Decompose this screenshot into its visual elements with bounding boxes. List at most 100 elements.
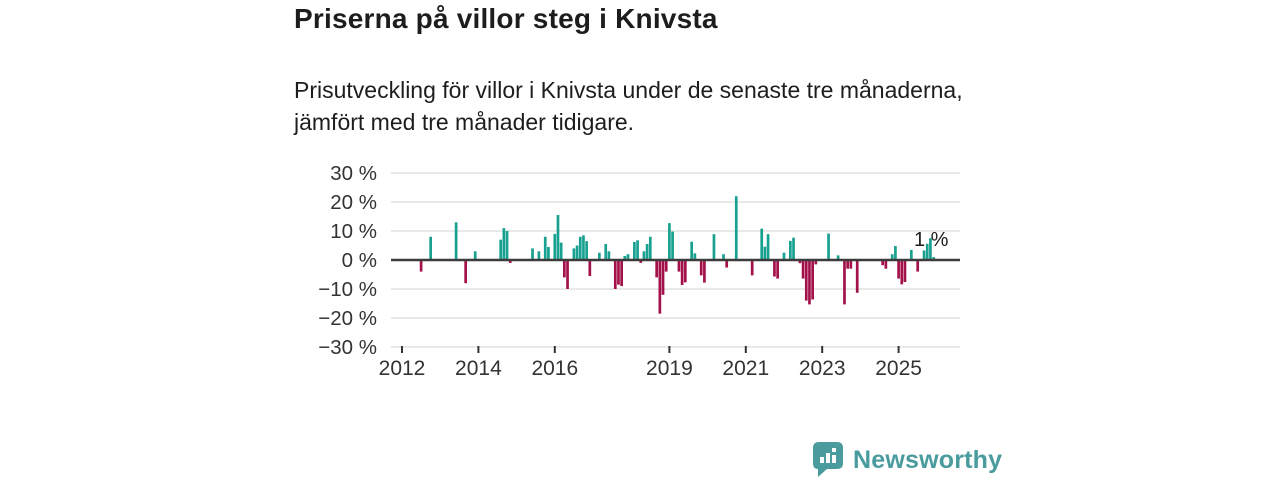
bar bbox=[502, 228, 506, 260]
bar bbox=[890, 254, 894, 260]
bar bbox=[454, 222, 458, 260]
bar bbox=[725, 260, 729, 268]
chart-title: Priserna på villor steg i Knivsta bbox=[294, 3, 718, 34]
bar bbox=[620, 260, 623, 287]
bar bbox=[836, 255, 840, 260]
newsworthy-logo: Newsworthy bbox=[813, 442, 1002, 478]
logo-exclamation-dot bbox=[832, 448, 836, 452]
y-axis-label: −20 % bbox=[318, 307, 377, 330]
bar bbox=[636, 240, 639, 260]
bar bbox=[703, 260, 706, 283]
x-axis-label: 2012 bbox=[379, 357, 426, 380]
bar bbox=[547, 246, 550, 260]
bar bbox=[750, 260, 754, 276]
chart-subtitle: Prisutveckling för villor i Knivsta unde… bbox=[294, 77, 963, 135]
bar bbox=[680, 260, 684, 285]
bar bbox=[722, 254, 725, 260]
y-axis-label: −30 % bbox=[318, 336, 377, 359]
bar bbox=[607, 251, 611, 260]
bar bbox=[808, 260, 811, 305]
bar bbox=[734, 196, 738, 260]
bar bbox=[578, 236, 582, 260]
bar bbox=[827, 233, 830, 260]
value-annotation: 1 % bbox=[914, 229, 949, 251]
bar bbox=[559, 242, 563, 260]
bar bbox=[846, 260, 850, 269]
logo-bar-2 bbox=[826, 453, 830, 463]
x-axis-label: 2016 bbox=[531, 357, 578, 380]
bar bbox=[626, 254, 630, 260]
bar bbox=[419, 260, 423, 272]
bar bbox=[582, 235, 585, 260]
x-axis-label: 2014 bbox=[455, 357, 502, 380]
bar bbox=[639, 260, 643, 263]
bar bbox=[801, 260, 805, 279]
x-axis-label: 2021 bbox=[722, 357, 769, 380]
bar bbox=[894, 246, 897, 260]
bar bbox=[655, 260, 659, 278]
bar bbox=[897, 260, 900, 279]
bar bbox=[773, 260, 776, 277]
y-axis-label: 10 % bbox=[330, 220, 377, 243]
bar bbox=[566, 260, 569, 289]
brand-name: Newsworthy bbox=[853, 445, 1003, 474]
bar bbox=[505, 231, 509, 260]
bar bbox=[881, 260, 885, 266]
bar bbox=[763, 246, 767, 260]
bar bbox=[562, 260, 566, 278]
bar bbox=[642, 251, 646, 260]
bar bbox=[588, 260, 592, 276]
bar bbox=[556, 215, 560, 260]
bar bbox=[789, 240, 792, 260]
bar bbox=[499, 239, 503, 260]
bar bbox=[849, 260, 853, 269]
y-axis-label: 0 % bbox=[342, 249, 377, 272]
bar bbox=[661, 260, 665, 295]
bar bbox=[508, 260, 512, 263]
bar bbox=[604, 244, 608, 260]
bar bbox=[690, 241, 694, 260]
logo-bar-1 bbox=[820, 457, 824, 463]
bar bbox=[543, 236, 547, 260]
bar bbox=[792, 237, 795, 260]
bar bbox=[633, 242, 636, 260]
bar bbox=[617, 260, 620, 285]
bar bbox=[932, 257, 935, 260]
logo-bar-3 bbox=[832, 455, 836, 463]
bar bbox=[760, 228, 764, 260]
bar bbox=[776, 260, 779, 279]
bar bbox=[814, 260, 818, 265]
bar bbox=[903, 260, 907, 283]
bar bbox=[916, 260, 920, 272]
bar bbox=[922, 250, 926, 260]
bar bbox=[798, 260, 802, 264]
bar bbox=[804, 260, 808, 301]
bar bbox=[900, 260, 904, 285]
bar bbox=[464, 260, 468, 284]
x-axis-label: 2025 bbox=[875, 357, 922, 380]
bar bbox=[925, 243, 929, 260]
y-axis-label: 30 % bbox=[330, 162, 377, 185]
bar bbox=[843, 260, 846, 305]
bar bbox=[668, 223, 671, 260]
bar bbox=[537, 251, 541, 260]
bar bbox=[648, 236, 652, 260]
bar bbox=[909, 249, 913, 260]
bar bbox=[613, 260, 617, 289]
bar bbox=[429, 236, 432, 260]
bar bbox=[473, 251, 477, 260]
bar bbox=[855, 260, 859, 293]
bar bbox=[699, 260, 703, 276]
bar bbox=[884, 260, 888, 269]
x-axis-label: 2023 bbox=[799, 357, 846, 380]
bar bbox=[585, 241, 588, 260]
bar bbox=[623, 255, 627, 260]
bar bbox=[553, 233, 557, 260]
bar bbox=[693, 253, 697, 260]
bar bbox=[782, 252, 786, 260]
bar bbox=[677, 260, 681, 272]
bar bbox=[598, 252, 601, 260]
newsworthy-icon bbox=[813, 442, 843, 477]
y-axis-label: −10 % bbox=[318, 278, 377, 301]
